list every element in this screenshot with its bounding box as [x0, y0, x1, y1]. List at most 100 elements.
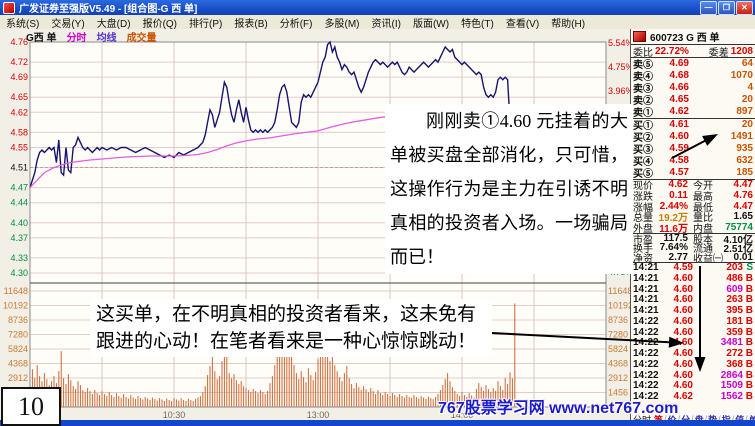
axis-label: 1456 — [608, 388, 628, 398]
panel-tab[interactable]: 价 — [668, 413, 677, 426]
axis-label: 4.44 — [10, 198, 28, 208]
buy-level-row[interactable]: 买① 4.61 20 — [631, 118, 755, 133]
sell-level-row[interactable]: 卖④ 4.68 1070 — [633, 69, 753, 83]
axis-label: 8736 — [8, 315, 28, 325]
menu-item[interactable]: 版面(W) — [412, 18, 450, 30]
axis-label: 7280 — [608, 330, 628, 340]
panel-tab-bar: 分时笔/价/分/盘/势/指/值/单 — [631, 413, 755, 425]
info-row: 涨幅 2.44% 最低 4.47 — [633, 200, 753, 214]
axis-label: 4.40 — [10, 218, 28, 228]
axis-label: 4.47 — [10, 183, 28, 193]
buy-level-row[interactable]: 买② 4.60 1491 — [633, 130, 753, 144]
panel-tab[interactable]: 分 — [681, 413, 690, 426]
tick-row: 14:21 4.60 609 B — [633, 283, 753, 295]
axis-label: 4.51 — [10, 163, 28, 173]
tick-row: 14:21 4.60 263 B — [633, 294, 753, 306]
sell-level-row[interactable]: 卖② 4.65 20 — [633, 94, 753, 108]
tick-row: 14:22 4.60 1509 B — [633, 380, 753, 392]
axis-label: 4.58 — [10, 127, 28, 137]
quote-panel[interactable]: 600723 G 西 单委比 22.72% 委差 1208 卖⑤ 4.69 64 卖④ 4.68… — [630, 29, 755, 426]
menu-item[interactable]: 特色(T) — [461, 18, 494, 30]
axis-label: 4368 — [8, 359, 28, 369]
tick-row: 14:22 4.60 368 B — [633, 358, 753, 370]
sell-level-row[interactable]: 卖③ 4.66 4 — [633, 81, 753, 95]
axis-label: 14:00 — [451, 410, 474, 420]
title-bar: 广发证券至强版V5.49 - [组合图-G 西 单] — ❐ ✕ — [0, 0, 755, 15]
buy-level-row[interactable]: 买④ 4.58 632 — [633, 155, 753, 169]
app-icon — [3, 1, 15, 14]
menu-bar: 系统(S) 交易(Y) 大盘(D) 报价(Q) 排行(P) 报表(B) 分析(F) 多股(M)… — [0, 15, 755, 30]
panel-tab[interactable]: 势 — [708, 413, 717, 426]
menu-item[interactable]: 系统(S) — [6, 18, 40, 30]
chart-view-tab[interactable]: 均线 — [96, 33, 117, 44]
tick-row: 14:21 4.60 486 B — [633, 272, 753, 284]
axis-label: 4.37 — [10, 233, 28, 243]
axis-label: 11648 — [4, 286, 28, 296]
watermark-site-name: 767股票学习网 — [438, 400, 545, 417]
menu-item[interactable]: 分析(F) — [279, 18, 313, 30]
axis-label: 8736 — [608, 315, 628, 325]
annotation-note-2: 这买单，在不明真相的投资者看来，这未免有跟进的心动！在笔者看来是一种心惊惊跳动！ — [90, 299, 492, 357]
buy-level-row[interactable]: 买⑤ 4.57 185 — [633, 167, 753, 181]
stock-title[interactable]: 600723 G 西 单 — [631, 29, 755, 44]
stock-icon — [633, 31, 646, 42]
financial-row: 换手 7.64% 流通 2.51亿 — [633, 242, 753, 256]
axis-label: 2912 — [8, 373, 28, 383]
panel-tab[interactable]: 指 — [722, 413, 731, 426]
axis-label: 4.30 — [10, 268, 28, 278]
axis-label: 10192 — [608, 301, 630, 311]
chart-stock-label: G西 单 — [26, 33, 57, 44]
tick-row: 14:22 4.60 359 B — [633, 326, 753, 338]
stock-code: 600723 G 西 单 — [650, 33, 720, 44]
menu-item[interactable]: 资讯(I) — [371, 18, 401, 30]
volume-bars — [29, 303, 516, 407]
axis-label: 4.55 — [10, 142, 28, 152]
info-row: 总量 19.2万 量比 1.65 — [633, 211, 753, 225]
menu-item[interactable]: 排行(P) — [189, 18, 223, 30]
axis-label: 5824 — [8, 344, 28, 354]
axis-label: 4.33 — [10, 253, 28, 263]
minimize-button[interactable]: — — [700, 0, 717, 15]
chart-view-tab[interactable]: 分时 — [66, 33, 87, 44]
panel-tab[interactable]: 盘 — [695, 413, 704, 426]
axis-label: 5.54% — [608, 38, 630, 48]
axis-label: 10192 — [3, 301, 28, 311]
sell-level-row[interactable]: 卖⑤ 4.69 64 — [631, 57, 755, 72]
axis-label: 4368 — [608, 359, 628, 369]
menu-item[interactable]: 交易(Y) — [51, 18, 85, 30]
menu-item[interactable]: 报价(Q) — [142, 18, 178, 30]
menu-item[interactable]: 帮助(H) — [551, 18, 586, 30]
info-row: 外盘 11.6万 内盘 75774 — [633, 222, 753, 236]
tick-row: 14:22 4.60 2864 B — [633, 369, 753, 381]
chart-header: G西 单 分时 均线 成交量 — [26, 29, 157, 44]
weibi-row: 委比 22.72% 委差 1208 — [631, 44, 755, 59]
menu-item[interactable]: 查看(V) — [505, 18, 540, 30]
axis-label: 2912 — [608, 373, 628, 383]
axis-label: 7280 — [8, 330, 28, 340]
panel-tab[interactable]: 笔 — [654, 413, 663, 426]
sell-level-row[interactable]: 卖① 4.62 897 — [633, 106, 753, 120]
panel-tab[interactable]: 单 — [749, 413, 755, 426]
tab-timeshare[interactable]: 分时 — [633, 413, 651, 426]
tick-row: 14:22 4.62 1562 B — [633, 391, 753, 403]
axis-label: 4.76 — [10, 37, 28, 47]
watermark-url: www.net767.com — [549, 400, 679, 417]
panel-tab[interactable]: 值 — [735, 413, 744, 426]
menu-item[interactable]: 多股(M) — [324, 18, 360, 30]
watermark: 767股票学习网 www.net767.com — [438, 394, 678, 418]
timeshare-plot[interactable]: 4.76 4.72 4.69 4.65 4.62 4.58 4.55 4.51 4.47 4.44… — [0, 29, 630, 426]
menu-item[interactable]: 大盘(D) — [96, 18, 131, 30]
tick-row: 14:22 4.60 272 B — [633, 348, 753, 360]
chart-view-tab[interactable]: 成交量 — [126, 33, 157, 44]
close-button[interactable]: ✕ — [736, 0, 753, 15]
restore-button[interactable]: ❐ — [718, 0, 735, 15]
axis-label: 4.69 — [10, 72, 28, 82]
axis-label: 11648 — [608, 286, 630, 296]
axis-label: 4.65 — [10, 92, 28, 102]
menu-item[interactable]: 报表(B) — [234, 18, 268, 30]
axis-label: 13:00 — [307, 410, 330, 420]
info-row: 涨跌 0.11 最高 4.76 — [633, 189, 753, 203]
axis-label: 10:30 — [163, 410, 186, 420]
tick-row: 14:21 4.59 203 S — [631, 262, 755, 274]
